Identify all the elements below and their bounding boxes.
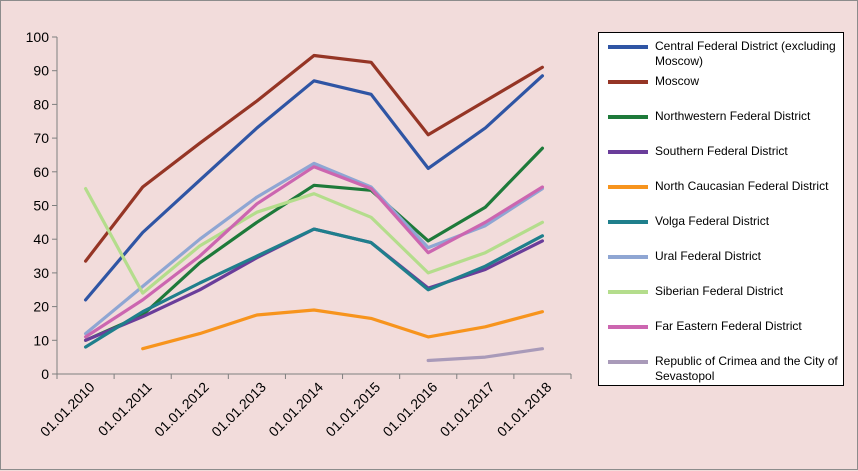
series-line-1: [84, 74, 544, 302]
legend-label: Far Eastern Federal District: [655, 319, 802, 333]
series-line-9: [84, 165, 544, 339]
legend-swatch: [608, 360, 648, 364]
legend-swatch: [608, 290, 648, 294]
x-tick-label: 01.01.2011: [95, 379, 155, 439]
legend-swatch: [608, 115, 648, 119]
legend-label: Siberian Federal District: [655, 284, 784, 298]
legend: Central Federal District (excluding Mosc…: [598, 32, 844, 386]
series-line-6: [84, 227, 544, 349]
axes: [52, 36, 572, 379]
legend-swatch: [608, 255, 648, 259]
x-tick-label: 01.01.2012: [151, 379, 212, 440]
x-tick-label: 01.01.2010: [37, 379, 98, 440]
y-tick-label: 10: [33, 332, 49, 348]
series-lines: [84, 53, 544, 363]
x-tick-label: 01.01.2018: [494, 379, 555, 440]
x-tick-label: 01.01.2015: [322, 379, 383, 440]
y-tick-label: 70: [33, 130, 49, 146]
y-tick-label: 20: [33, 299, 49, 315]
y-tick-label: 60: [33, 164, 49, 180]
legend-swatch: [608, 150, 648, 154]
legend-label: Northwestern Federal District: [655, 109, 811, 123]
x-tick-label: 01.01.2013: [208, 379, 269, 440]
legend-swatch: [608, 185, 648, 189]
series-line-7: [84, 161, 544, 336]
series-line-5: [141, 308, 544, 351]
legend-label: Moscow: [655, 74, 700, 88]
legend-label: Central Federal District (excluding Mosc…: [655, 39, 836, 68]
x-tick-label: 01.01.2016: [379, 379, 440, 440]
series-line-8: [84, 187, 544, 295]
legend-swatch: [608, 80, 648, 84]
y-tick-label: 50: [33, 198, 49, 214]
legend-swatch: [608, 45, 648, 49]
legend-label: North Caucasian Federal District: [655, 179, 829, 193]
y-tick-label: 80: [33, 96, 49, 112]
x-tick-label: 01.01.2014: [265, 379, 326, 440]
legend-label: Republic of Crimea and the City of Sevas…: [655, 354, 838, 383]
series-line-10: [426, 347, 544, 363]
y-tick-label: 30: [33, 265, 49, 281]
y-tick-label: 90: [33, 63, 49, 79]
legend-label: Volga Federal District: [655, 214, 770, 228]
x-tick-label: 01.01.2017: [437, 379, 498, 440]
legend-label: Southern Federal District: [655, 144, 788, 158]
y-tick-label: 40: [33, 231, 49, 247]
y-tick-label: 100: [26, 29, 50, 45]
series-line-2: [84, 53, 544, 263]
series-line-3: [84, 146, 544, 342]
legend-label: Ural Federal District: [655, 249, 762, 263]
legend-swatch: [608, 325, 648, 329]
legend-swatch: [608, 220, 648, 224]
y-tick-label: 0: [41, 366, 49, 382]
